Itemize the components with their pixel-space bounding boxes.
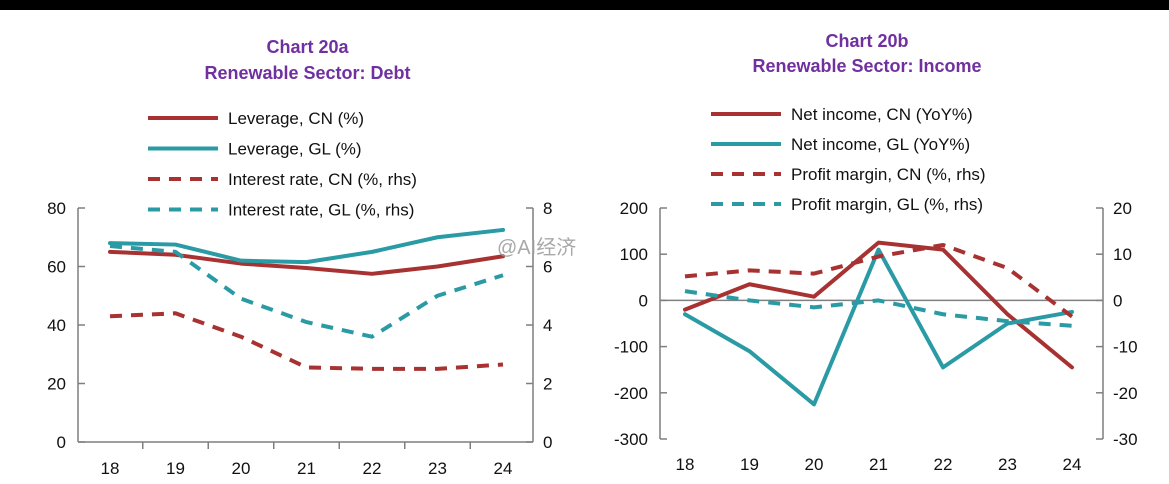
x-tick-label: 20 xyxy=(805,455,824,474)
y2-tick-label: 4 xyxy=(543,316,552,335)
y2-tick-label: -20 xyxy=(1113,384,1138,403)
series-line xyxy=(684,289,1073,328)
watermark-text: @AI经济 xyxy=(497,236,576,259)
x-tick-label: 24 xyxy=(1063,455,1082,474)
legend-label: Profit margin, GL (%, rhs) xyxy=(791,195,983,214)
chart-title: Chart 20a xyxy=(266,37,349,57)
x-tick-label: 22 xyxy=(934,455,953,474)
series-line xyxy=(683,247,1074,407)
y-tick-label: 20 xyxy=(47,375,66,394)
series-line xyxy=(109,244,504,339)
y2-tick-label: 0 xyxy=(543,433,552,452)
series-line xyxy=(108,249,505,276)
legend-label: Interest rate, GL (%, rhs) xyxy=(228,201,414,220)
legend-label: Leverage, GL (%) xyxy=(228,140,362,159)
y2-tick-label: -30 xyxy=(1113,430,1138,449)
top-black-bar xyxy=(0,0,1169,10)
series-line xyxy=(108,227,505,265)
x-tick-label: 21 xyxy=(297,459,316,478)
x-tick-label: 20 xyxy=(232,459,251,478)
legend-label: Net income, GL (YoY%) xyxy=(791,135,970,154)
chart-panel-income: Chart 20b Renewable Sector: Income -300-… xyxy=(585,10,1169,484)
y-tick-label: 0 xyxy=(639,291,648,310)
x-tick-label: 21 xyxy=(869,455,888,474)
y2-tick-label: -10 xyxy=(1113,338,1138,357)
y2-tick-label: 20 xyxy=(1113,199,1132,218)
y-tick-label: 80 xyxy=(47,199,66,218)
y-tick-label: -100 xyxy=(614,338,648,357)
y2-tick-label: 10 xyxy=(1113,245,1132,264)
y-tick-label: 60 xyxy=(47,258,66,277)
x-tick-label: 24 xyxy=(494,459,513,478)
y-tick-label: 100 xyxy=(620,245,648,264)
x-tick-label: 18 xyxy=(101,459,120,478)
x-tick-label: 23 xyxy=(998,455,1017,474)
series-line xyxy=(109,311,504,371)
y-tick-label: 200 xyxy=(620,199,648,218)
legend-label: Interest rate, CN (%, rhs) xyxy=(228,170,417,189)
chart-title: Chart 20b xyxy=(825,31,909,51)
y2-tick-label: 2 xyxy=(543,375,552,394)
y2-tick-label: 8 xyxy=(543,199,552,218)
chart-subtitle: Renewable Sector: Income xyxy=(752,56,982,76)
y2-tick-label: 0 xyxy=(1113,291,1122,310)
x-tick-label: 22 xyxy=(363,459,382,478)
x-tick-label: 19 xyxy=(166,459,185,478)
y-tick-label: -300 xyxy=(614,430,648,449)
x-tick-label: 23 xyxy=(428,459,447,478)
legend-label: Profit margin, CN (%, rhs) xyxy=(791,165,986,184)
y-tick-label: 0 xyxy=(57,433,66,452)
y2-tick-label: 6 xyxy=(543,258,552,277)
y-tick-label: 40 xyxy=(47,316,66,335)
series-line xyxy=(684,242,1074,319)
x-tick-label: 19 xyxy=(740,455,759,474)
chart-panel-debt: Chart 20a Renewable Sector: Debt 0 20 40 60… xyxy=(0,10,585,484)
chart-subtitle: Renewable Sector: Debt xyxy=(204,63,411,83)
x-tick-label: 18 xyxy=(676,455,695,474)
series-line xyxy=(683,240,1074,370)
legend-label: Net income, CN (YoY%) xyxy=(791,105,973,124)
legend-label: Leverage, CN (%) xyxy=(228,109,364,128)
y-tick-label: -200 xyxy=(614,384,648,403)
